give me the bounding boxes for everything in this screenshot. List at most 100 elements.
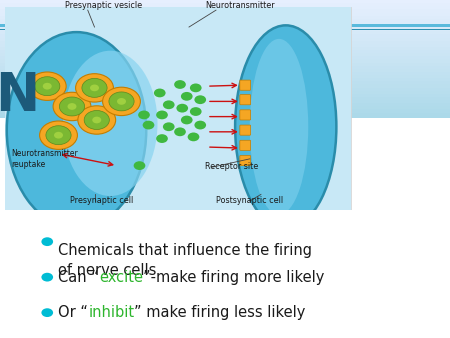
Bar bbox=[0, 119, 450, 122]
Text: Or “: Or “ bbox=[58, 305, 88, 320]
Circle shape bbox=[78, 106, 116, 134]
Circle shape bbox=[190, 83, 202, 92]
Bar bbox=[0, 44, 450, 47]
Circle shape bbox=[35, 77, 60, 96]
Text: ” make firing less likely: ” make firing less likely bbox=[135, 305, 306, 320]
Bar bbox=[4, 7, 351, 213]
Circle shape bbox=[138, 111, 150, 119]
Ellipse shape bbox=[63, 51, 158, 196]
Bar bbox=[0, 6, 450, 9]
Text: Neurotransmitter: Neurotransmitter bbox=[205, 1, 274, 10]
Bar bbox=[0, 3, 450, 6]
Circle shape bbox=[190, 107, 202, 116]
Bar bbox=[0, 75, 450, 78]
Text: Neurotransmitter
reuptake: Neurotransmitter reuptake bbox=[11, 149, 78, 169]
FancyBboxPatch shape bbox=[240, 155, 251, 166]
Bar bbox=[0, 72, 450, 75]
Bar bbox=[0, 84, 450, 88]
Text: Postsynaptic cell: Postsynaptic cell bbox=[216, 196, 283, 205]
Bar bbox=[0, 122, 450, 125]
FancyBboxPatch shape bbox=[240, 95, 251, 105]
Bar bbox=[0, 29, 450, 30]
Bar bbox=[0, 118, 450, 338]
Bar bbox=[0, 106, 450, 110]
Bar bbox=[0, 50, 450, 53]
Bar bbox=[0, 0, 450, 3]
Bar bbox=[4, 7, 351, 213]
Bar bbox=[0, 113, 450, 116]
Bar bbox=[0, 110, 450, 113]
Bar bbox=[0, 69, 450, 72]
Bar bbox=[0, 38, 450, 41]
Bar bbox=[0, 25, 450, 28]
Text: Presynaptic cell: Presynaptic cell bbox=[70, 196, 133, 205]
Text: Can “: Can “ bbox=[58, 270, 99, 285]
Bar bbox=[0, 34, 450, 38]
Bar bbox=[0, 59, 450, 63]
Circle shape bbox=[53, 92, 91, 121]
Circle shape bbox=[41, 308, 53, 317]
Bar bbox=[0, 9, 450, 13]
Text: ”-make firing more likely: ”-make firing more likely bbox=[143, 270, 324, 285]
Circle shape bbox=[188, 132, 199, 141]
Circle shape bbox=[103, 87, 140, 116]
Circle shape bbox=[181, 116, 193, 124]
Bar bbox=[0, 16, 450, 19]
Circle shape bbox=[68, 103, 76, 110]
Text: Chemicals that influence the firing
of nerve cells: Chemicals that influence the firing of n… bbox=[58, 243, 312, 277]
Circle shape bbox=[40, 121, 77, 149]
Ellipse shape bbox=[7, 32, 146, 228]
Bar bbox=[0, 24, 450, 27]
Circle shape bbox=[41, 273, 53, 282]
Bar bbox=[0, 103, 450, 106]
Circle shape bbox=[194, 95, 206, 104]
Circle shape bbox=[194, 121, 206, 129]
Circle shape bbox=[92, 117, 101, 123]
Circle shape bbox=[174, 80, 186, 89]
FancyBboxPatch shape bbox=[240, 125, 251, 135]
Circle shape bbox=[43, 83, 52, 90]
FancyBboxPatch shape bbox=[240, 80, 251, 90]
Bar bbox=[0, 88, 450, 91]
Bar bbox=[0, 66, 450, 69]
Bar bbox=[0, 63, 450, 66]
Circle shape bbox=[156, 111, 168, 119]
Bar bbox=[0, 97, 450, 100]
Bar bbox=[0, 13, 450, 16]
Bar bbox=[0, 41, 450, 44]
Text: Presynaptic vesicle: Presynaptic vesicle bbox=[65, 1, 142, 10]
Text: Receptor site: Receptor site bbox=[205, 162, 258, 171]
Circle shape bbox=[163, 100, 175, 109]
Ellipse shape bbox=[235, 25, 337, 228]
Circle shape bbox=[109, 92, 134, 111]
Circle shape bbox=[176, 104, 188, 113]
Text: N: N bbox=[0, 70, 40, 122]
Circle shape bbox=[46, 126, 71, 145]
Circle shape bbox=[54, 132, 63, 139]
Bar bbox=[0, 78, 450, 81]
FancyBboxPatch shape bbox=[240, 140, 251, 150]
Bar bbox=[0, 31, 450, 34]
Circle shape bbox=[84, 111, 109, 129]
Circle shape bbox=[90, 84, 99, 91]
Bar bbox=[0, 56, 450, 59]
Circle shape bbox=[163, 122, 175, 131]
Circle shape bbox=[154, 89, 166, 97]
Circle shape bbox=[59, 97, 85, 116]
Circle shape bbox=[41, 237, 53, 246]
Circle shape bbox=[28, 72, 66, 100]
Bar bbox=[0, 19, 450, 22]
Circle shape bbox=[134, 161, 145, 170]
Bar bbox=[0, 53, 450, 56]
Bar bbox=[0, 22, 450, 25]
FancyBboxPatch shape bbox=[240, 110, 251, 120]
Circle shape bbox=[82, 78, 107, 97]
Circle shape bbox=[181, 92, 193, 101]
Bar bbox=[0, 116, 450, 119]
Ellipse shape bbox=[250, 39, 308, 215]
Bar bbox=[0, 81, 450, 84]
Circle shape bbox=[76, 74, 113, 102]
Circle shape bbox=[143, 121, 154, 129]
Bar bbox=[0, 47, 450, 50]
Bar bbox=[0, 91, 450, 94]
